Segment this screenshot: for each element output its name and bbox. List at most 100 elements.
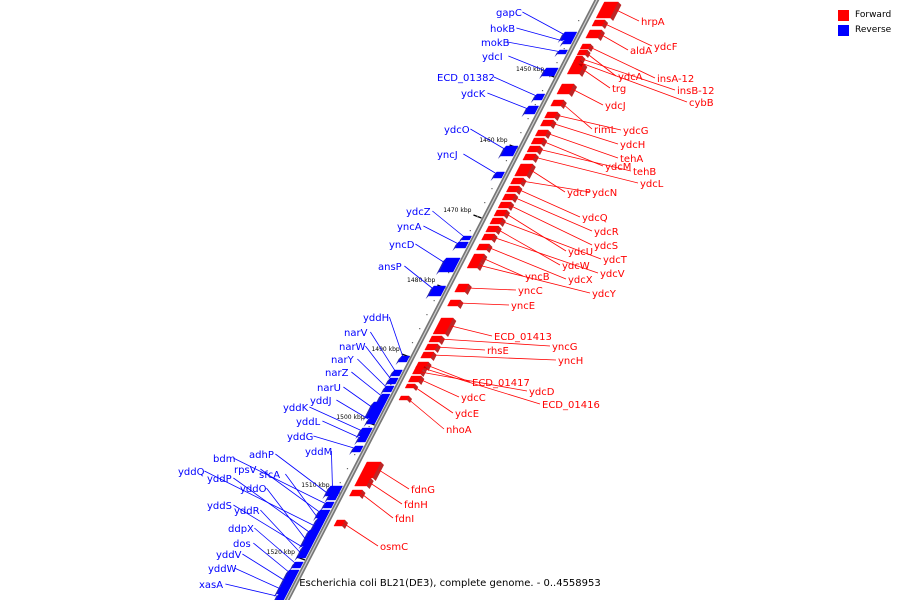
legend-forward-label: Forward	[855, 10, 892, 20]
reverse-gene-label: ansP	[378, 262, 402, 273]
forward-gene-label: ydcU	[568, 247, 593, 258]
reverse-gene-label: ydcZ	[406, 207, 431, 218]
reverse-gene-label: ydcI	[482, 52, 503, 63]
reverse-leader-line	[234, 567, 284, 591]
forward-gene-label: ECD_01417	[472, 378, 530, 389]
feature-shade	[568, 84, 578, 97]
feature-shade	[559, 40, 565, 47]
reverse-feature	[275, 593, 288, 600]
feature-shade	[311, 518, 319, 527]
reverse-leader-line	[487, 92, 531, 111]
feature-shade	[530, 94, 537, 103]
feature-shade	[420, 370, 426, 377]
forward-leader-line	[496, 228, 561, 266]
feature-shade	[313, 510, 321, 521]
reverse-leader-line	[266, 487, 309, 543]
forward-leader-line	[537, 148, 632, 172]
reverse-gene-label: ydcO	[444, 125, 470, 136]
genome-caption: Escherichia coli BL21(DE3), complete gen…	[299, 578, 601, 589]
feature-shade	[508, 202, 515, 211]
forward-gene-label: nhoA	[446, 425, 472, 436]
reverse-gene-label: adhP	[249, 450, 274, 461]
feature-shade	[372, 462, 384, 481]
forward-leader-line	[602, 22, 653, 47]
forward-gene-label: tehB	[633, 167, 656, 178]
axis-dot	[476, 216, 479, 218]
forward-leader-line	[420, 371, 528, 392]
legend-forward: Forward	[838, 8, 891, 23]
feature-shade	[491, 234, 498, 243]
forward-gene-label: trg	[612, 84, 626, 95]
reverse-leader-line	[225, 583, 281, 598]
reverse-leader-line	[322, 420, 363, 440]
reverse-gene-label: yddL	[296, 417, 321, 428]
feature-shade	[554, 112, 561, 121]
forward-gene-label: ydcT	[603, 255, 628, 266]
reverse-leader-line	[389, 316, 405, 360]
reverse-leader-line	[357, 358, 389, 390]
forward-leader-line	[588, 46, 656, 79]
feature-shade	[388, 370, 395, 379]
reverse-gene-label: hokB	[490, 24, 515, 35]
axis-dot	[520, 132, 522, 134]
feature-shade	[490, 172, 497, 181]
reverse-leader-line	[233, 477, 313, 535]
reverse-leader-line	[415, 243, 449, 266]
axis-dot	[556, 62, 558, 64]
feature-shade	[464, 284, 472, 295]
reverse-gene-label: narZ	[325, 368, 349, 379]
feature-shade	[499, 218, 506, 227]
feature-shade	[418, 376, 425, 385]
kbp-tick-label: 1460 kbp	[479, 137, 507, 144]
forward-gene-label: fdnG	[411, 485, 435, 496]
kbp-tick-label: 1510 kbp	[301, 482, 329, 489]
axis-dot	[433, 300, 435, 302]
axis-dot	[578, 20, 580, 22]
reverse-gene-label: yddK	[283, 403, 309, 414]
axis-dot	[419, 328, 421, 330]
reverse-leader-line	[516, 27, 567, 43]
forward-gene-label: yncB	[525, 272, 550, 283]
reverse-leader-line	[242, 553, 288, 583]
reverse-gene-label: bdm	[213, 454, 235, 465]
reverse-leader-line	[423, 225, 461, 246]
reverse-leader-line	[370, 331, 397, 374]
reverse-leader-line	[253, 542, 292, 575]
forward-gene-label: ydcW	[562, 261, 590, 272]
axis-dot	[541, 90, 544, 92]
forward-gene-label: fdnI	[395, 514, 414, 525]
forward-gene-label: rhsE	[487, 346, 509, 357]
forward-leader-line	[555, 114, 622, 131]
forward-leader-line	[431, 354, 557, 361]
reverse-gene-label: yddH	[363, 313, 389, 324]
feature-shade	[434, 344, 441, 353]
axis-dot	[491, 188, 493, 190]
forward-leader-line	[582, 68, 611, 89]
reverse-leader-line	[204, 470, 318, 528]
forward-leader-line	[546, 132, 619, 159]
forward-gene-label: ydcL	[640, 179, 664, 190]
forward-gene-label: tehA	[620, 154, 643, 165]
forward-gene-label: ydcV	[600, 269, 625, 280]
reverse-gene-label: sfcA	[259, 470, 280, 481]
feature-shade	[588, 44, 594, 52]
kbp-tick-label: 1500 kbp	[336, 414, 364, 421]
feature-shade	[297, 546, 304, 555]
reverse-gene-label: yddM	[305, 447, 332, 458]
reverse-gene-label: yddS	[207, 501, 232, 512]
feature-shade	[512, 194, 519, 203]
reverse-gene-label: ydcK	[461, 89, 486, 100]
forward-leader-line	[513, 196, 593, 232]
feature-shade	[520, 178, 527, 187]
reverse-gene-label: dos	[233, 539, 251, 550]
feature-shade	[597, 30, 605, 41]
axis-dot	[411, 342, 414, 344]
reverse-gene-label: ECD_01382	[437, 73, 495, 84]
kbp-tick-label: 1480 kbp	[407, 277, 435, 284]
feature-shade	[422, 366, 428, 373]
feature-shade	[550, 120, 557, 129]
forward-gene-label: ECD_01413	[494, 332, 552, 343]
forward-gene-label: ydcF	[654, 42, 678, 53]
